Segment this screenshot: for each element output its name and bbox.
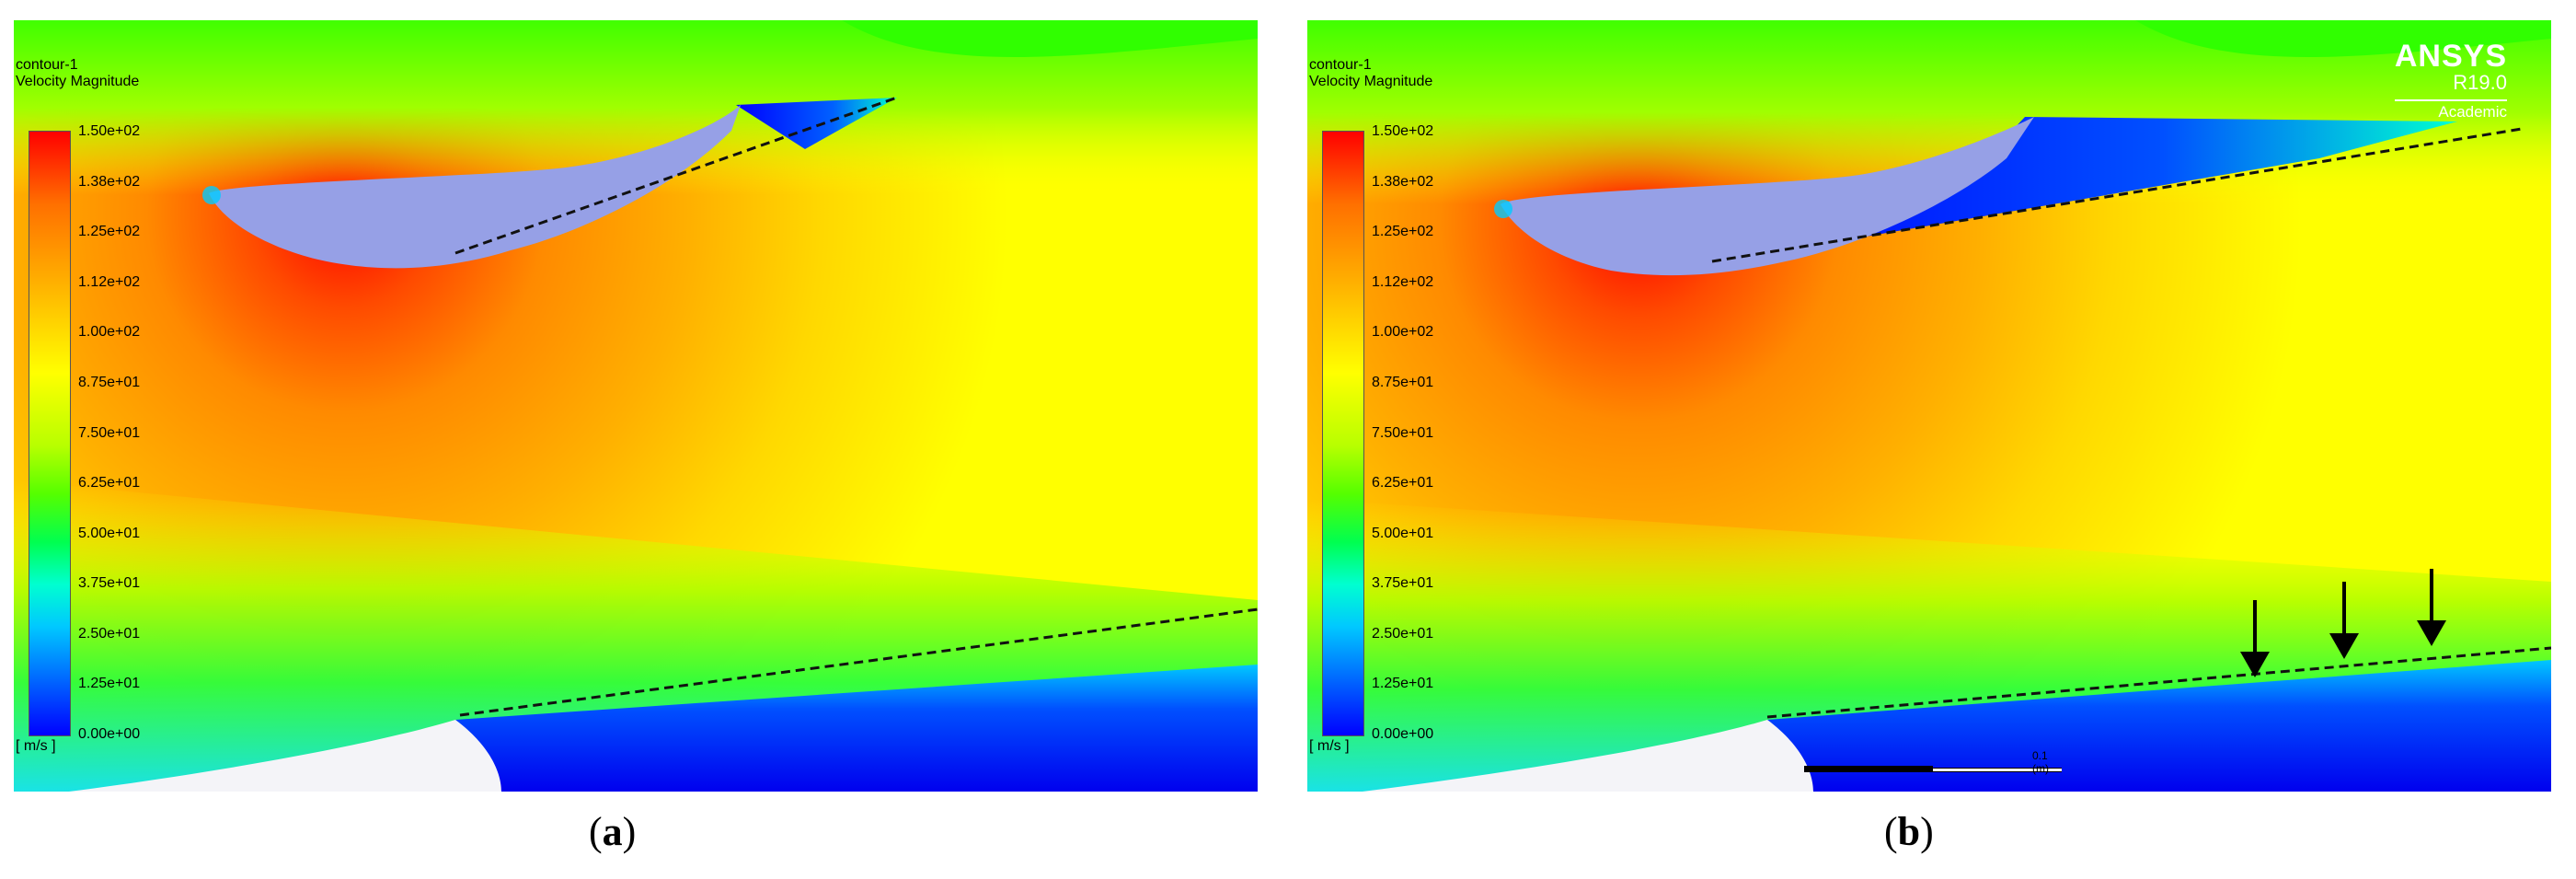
colorbar	[29, 131, 71, 736]
legend-tick: 1.50e+02	[1372, 123, 1434, 139]
legend-tick: 1.25e+01	[78, 676, 141, 691]
ansys-license: Academic	[2394, 99, 2507, 121]
airfoil-element	[209, 105, 741, 269]
ansys-logo: ANSYS	[2394, 39, 2507, 74]
legend-tick: 3.75e+01	[78, 575, 141, 591]
legend-tick: 1.38e+02	[78, 174, 141, 190]
scale-bar: 0.1 (m)	[1804, 749, 2062, 777]
legend-tick: 6.25e+01	[78, 475, 141, 491]
lower-shear-line	[459, 607, 1258, 717]
downwash-arrow-icon	[2240, 600, 2270, 677]
legend-tick: 1.25e+02	[78, 224, 141, 239]
color-legend: contour-1 Velocity Magnitude 1.50e+02 1.…	[1307, 57, 1528, 775]
legend-unit: [ m/s ]	[1309, 738, 1350, 754]
legend-title: contour-1	[1309, 57, 1372, 73]
scale-bar-open	[1933, 768, 2062, 772]
scale-label: 0.1 (m)	[2032, 749, 2049, 775]
lower-body	[69, 720, 501, 792]
legend-tick: 7.50e+01	[1372, 425, 1434, 441]
upper-shear-line	[1711, 127, 2523, 263]
legend-tick: 0.00e+00	[78, 726, 141, 742]
legend-variable: Velocity Magnitude	[1309, 74, 1433, 89]
contour-panel-b: contour-1 Velocity Magnitude 1.50e+02 1.…	[1307, 20, 2551, 792]
velocity-contour-field	[14, 20, 1258, 792]
legend-tick: 1.12e+02	[1372, 274, 1434, 290]
caption-a: (a)	[589, 809, 637, 854]
legend-tick: 5.00e+01	[1372, 526, 1434, 541]
legend-tick: 1.00e+02	[78, 324, 141, 340]
legend-tick: 2.50e+01	[1372, 626, 1434, 642]
legend-tick: 8.75e+01	[78, 375, 141, 390]
legend-tick: 0.00e+00	[1372, 726, 1434, 742]
legend-title: contour-1	[16, 57, 78, 73]
legend-tick: 1.12e+02	[78, 274, 141, 290]
legend-tick: 1.25e+02	[1372, 224, 1434, 239]
legend-tick: 1.38e+02	[1372, 174, 1434, 190]
legend-variable: Velocity Magnitude	[16, 74, 140, 89]
upper-shear-line	[454, 96, 898, 255]
legend-tick: 1.25e+01	[1372, 676, 1434, 691]
scale-bar-solid	[1804, 766, 1933, 772]
colorbar	[1322, 131, 1364, 736]
legend-tick: 6.25e+01	[1372, 475, 1434, 491]
ansys-release: R19.0	[2453, 71, 2507, 94]
caption-b: (b)	[1884, 809, 1934, 854]
lower-body	[1363, 720, 1813, 792]
ansys-watermark: ANSYS R19.0 Academic	[2394, 39, 2507, 121]
legend-tick: 7.50e+01	[78, 425, 141, 441]
downwash-arrow-icon	[2417, 569, 2446, 646]
legend-unit: [ m/s ]	[16, 738, 56, 754]
velocity-contour-field	[1307, 20, 2551, 792]
legend-tick: 2.50e+01	[78, 626, 141, 642]
downwash-arrow-icon	[2329, 582, 2359, 659]
airfoil-element	[1501, 117, 2034, 276]
legend-tick: 1.00e+02	[1372, 324, 1434, 340]
lower-shear-line	[1766, 646, 2551, 719]
contour-panel-a: contour-1 Velocity Magnitude 1.50e+02 1.…	[14, 20, 1258, 792]
legend-tick: 1.50e+02	[78, 123, 141, 139]
legend-tick: 8.75e+01	[1372, 375, 1434, 390]
color-legend: contour-1 Velocity Magnitude 1.50e+02 1.…	[14, 57, 235, 775]
legend-tick: 3.75e+01	[1372, 575, 1434, 591]
legend-tick: 5.00e+01	[78, 526, 141, 541]
